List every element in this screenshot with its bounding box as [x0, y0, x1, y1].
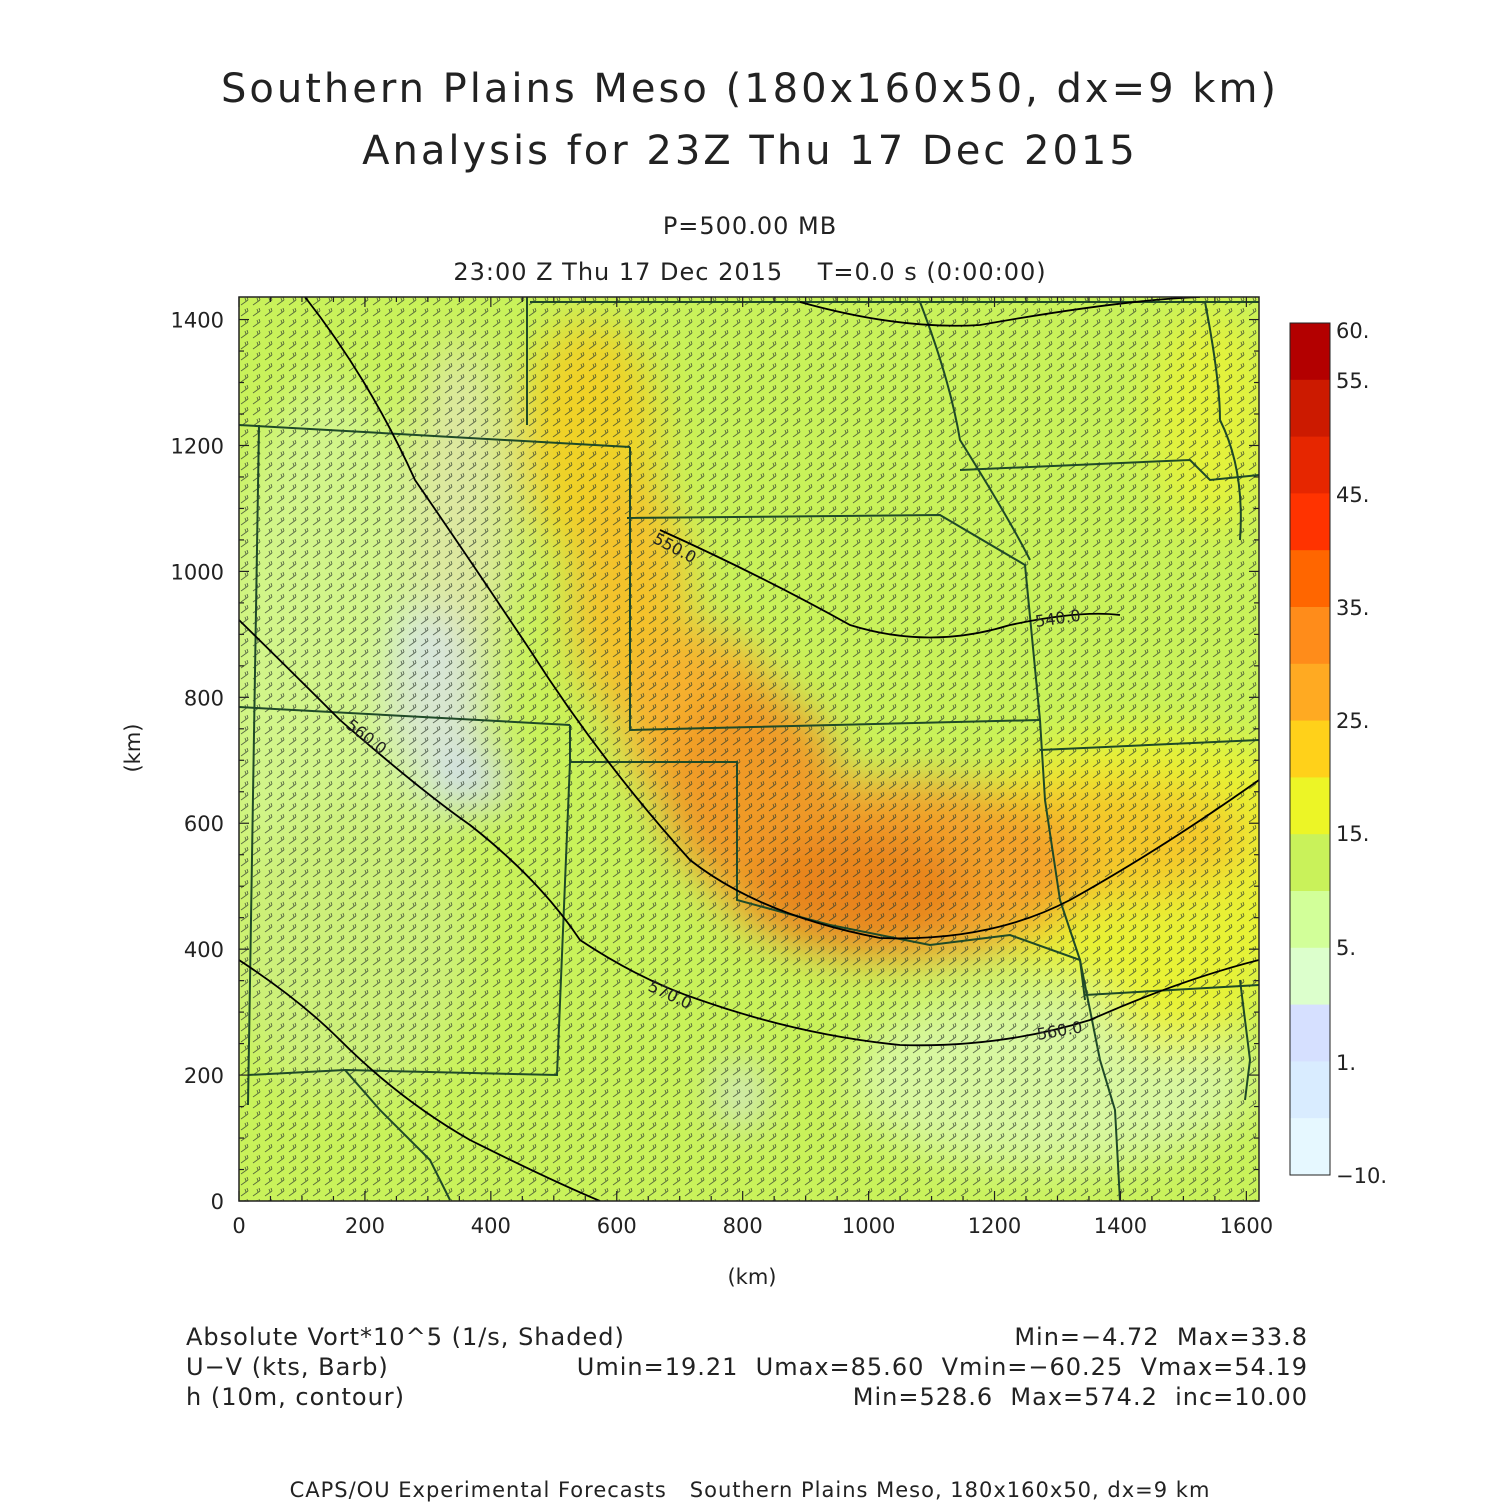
colorbar-swatch: [1290, 550, 1330, 608]
colorbar-label: 45.: [1336, 483, 1369, 507]
colorbar-label: −10.: [1336, 1164, 1387, 1188]
colorbar-label: 55.: [1336, 369, 1369, 393]
chart-title-line1: Southern Plains Meso (180x160x50, dx=9 k…: [220, 66, 1280, 112]
colorbar-swatch: [1290, 379, 1330, 438]
legend-field2-stats: Umin=19.21 Umax=85.60 Vmin=−60.25 Vmax=5…: [576, 1353, 1308, 1381]
colorbar-label: 25.: [1336, 709, 1369, 733]
colorbar-label: 35.: [1336, 596, 1369, 620]
pressure-level: P=500.00 MB: [662, 212, 838, 240]
y-tick-label: 600: [184, 812, 224, 836]
legend-field1-stats: Min=−4.72 Max=33.8: [1014, 1323, 1308, 1351]
x-tick-label: 800: [723, 1214, 763, 1238]
x-tick-label: 1000: [842, 1214, 895, 1238]
legend-field2-name: U−V (kts, Barb): [186, 1353, 389, 1381]
axis-ticks: [238, 297, 1259, 1202]
legend-field1-name: Absolute Vort*10^5 (1/s, Shaded): [186, 1323, 625, 1351]
y-axis-label: (km): [121, 723, 145, 772]
colorbar: 60. 55. 45. 35. 25. 15. 5. 1. −10.: [1289, 319, 1387, 1188]
colorbar-swatch: [1290, 891, 1330, 949]
y-tick-label: 1200: [171, 434, 224, 458]
colorbar-swatch: [1290, 493, 1330, 551]
y-tick-label: 400: [184, 938, 224, 962]
colorbar-swatch: [1290, 1061, 1330, 1119]
valid-time: 23:00 Z Thu 17 Dec 2015 T=0.0 s (0:00:00…: [453, 258, 1047, 286]
wind-barbs: [239, 297, 1259, 1201]
colorbar-label: 15.: [1336, 822, 1369, 846]
colorbar-swatch: [1290, 663, 1330, 722]
colorbar-label: 60.: [1336, 319, 1369, 343]
x-tick-label: 1200: [968, 1214, 1021, 1238]
x-axis-label: (km): [727, 1265, 776, 1289]
y-tick-label: 1400: [171, 309, 224, 333]
colorbar-swatch: [1290, 1118, 1330, 1176]
height-contours: [239, 297, 1259, 1201]
colorbar-label: 1.: [1336, 1051, 1356, 1075]
colorbar-swatch: [1290, 720, 1330, 778]
colorbar-swatch: [1290, 834, 1330, 892]
legend-field3-stats: Min=528.6 Max=574.2 inc=10.00: [852, 1383, 1308, 1411]
colorbar-swatch: [1290, 777, 1330, 835]
y-tick-label: 200: [184, 1064, 224, 1088]
x-tick-label: 400: [471, 1214, 511, 1238]
chart-title-line2: Analysis for 23Z Thu 17 Dec 2015: [362, 128, 1138, 174]
colorbar-swatch: [1290, 1004, 1330, 1062]
colorbar-swatch: [1290, 436, 1330, 494]
colorbar-swatch: [1290, 607, 1330, 665]
x-tick-label: 200: [345, 1214, 385, 1238]
footer-credit: CAPS/OU Experimental Forecasts Southern …: [289, 1478, 1211, 1502]
colorbar-swatch: [1290, 323, 1330, 381]
x-tick-label: 1600: [1220, 1214, 1273, 1238]
legend-field3-name: h (10m, contour): [186, 1383, 406, 1411]
x-tick-label: 600: [597, 1214, 637, 1238]
x-tick-label: 1400: [1094, 1214, 1147, 1238]
axis-tick-labels: 0 200 400 600 800 1000 1200 1400 1600 0 200 400 600 8…: [171, 309, 1274, 1238]
y-tick-label: 1000: [171, 560, 224, 584]
x-tick-label: 0: [232, 1214, 245, 1238]
y-tick-label: 800: [184, 686, 224, 710]
colorbar-swatch: [1290, 947, 1330, 1006]
y-tick-label: 0: [211, 1190, 224, 1214]
colorbar-label: 5.: [1336, 936, 1356, 960]
plot-frame: [238, 296, 1260, 1202]
